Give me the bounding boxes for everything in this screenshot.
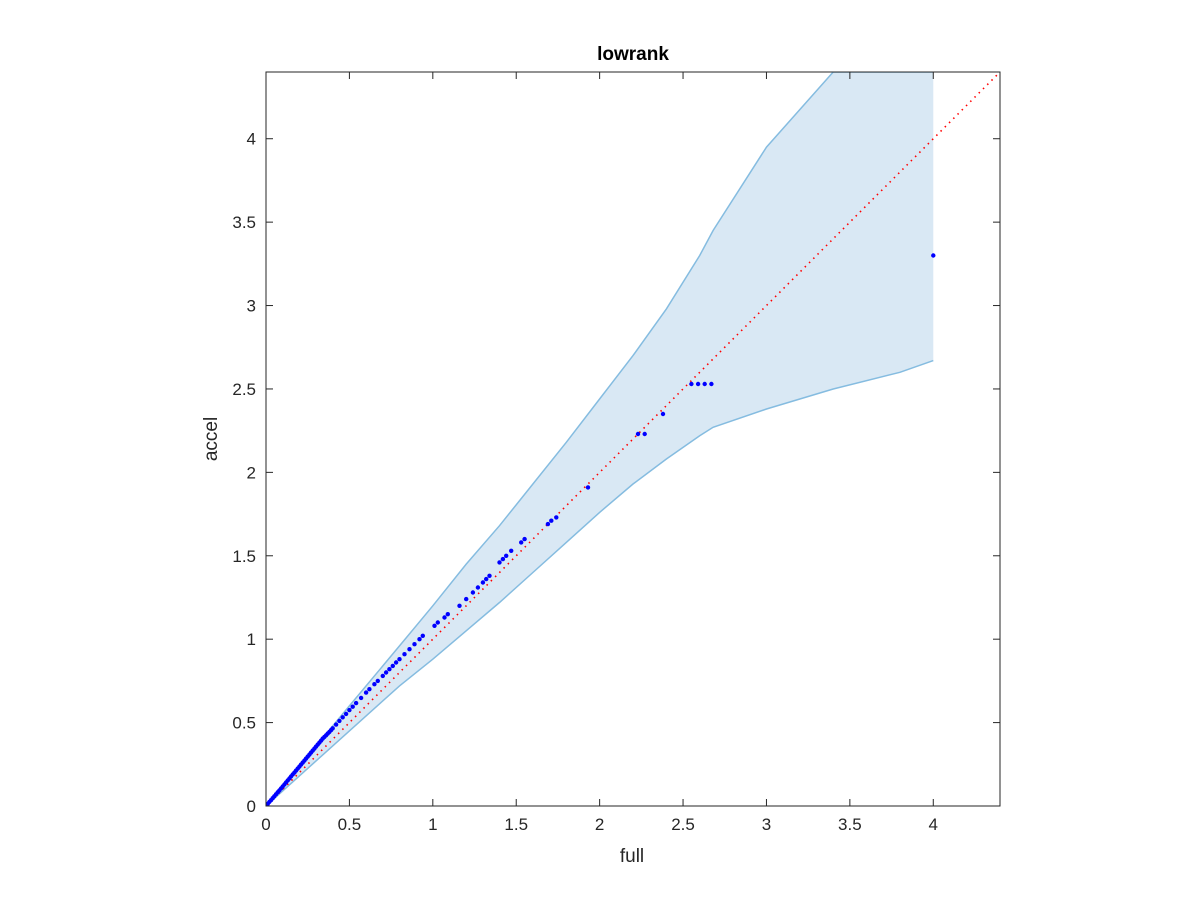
data-point [347, 707, 352, 713]
x-tick-label: 0.5 [338, 815, 362, 834]
y-tick-label: 4 [247, 130, 256, 149]
data-point [554, 515, 559, 520]
data-point [487, 573, 492, 578]
data-point [397, 657, 402, 662]
x-axis-label: full [620, 846, 644, 867]
data-point [689, 381, 694, 387]
x-axis-ticks: 0 0.5 1 1.5 2 2.5 3 3.5 4 [261, 72, 938, 834]
y-tick-label: 2.5 [232, 380, 256, 399]
data-point [660, 411, 666, 417]
y-tick-label: 3.5 [232, 213, 256, 232]
data-point [367, 687, 372, 692]
data-point [457, 603, 462, 608]
x-tick-label: 0 [261, 815, 270, 834]
data-point [387, 667, 392, 672]
data-point [375, 678, 380, 684]
y-tick-label: 0.5 [232, 714, 256, 733]
x-tick-label: 1.5 [504, 815, 528, 834]
y-tick-label: 1 [247, 630, 256, 649]
y-tick-label: 2 [247, 463, 256, 482]
data-point [695, 381, 701, 387]
data-point [635, 431, 641, 437]
data-point [442, 615, 447, 620]
data-point [702, 381, 707, 387]
data-point [445, 612, 450, 617]
data-point [333, 722, 339, 727]
data-point [480, 580, 486, 585]
data-point [390, 663, 395, 669]
data-point [350, 704, 355, 709]
band-upper-edge [266, 72, 934, 806]
y-tick-label: 3 [247, 297, 256, 316]
y-axis-label: accel [201, 417, 222, 461]
plot-area [266, 72, 1000, 806]
y-tick-label: 1.5 [232, 547, 256, 566]
data-point [358, 695, 364, 701]
x-tick-label: 3 [762, 815, 771, 834]
data-point [383, 670, 389, 675]
data-point [372, 682, 377, 687]
x-tick-label: 1 [428, 815, 437, 834]
x-tick-label: 3.5 [838, 815, 862, 834]
data-point [393, 660, 399, 665]
data-point [470, 590, 476, 595]
data-point [380, 673, 385, 679]
data-point [549, 518, 554, 523]
data-point [330, 726, 335, 731]
data-point [435, 620, 440, 625]
data-point [475, 585, 481, 590]
data-points [266, 253, 936, 806]
data-point [500, 556, 506, 562]
data-point [337, 718, 342, 724]
data-point [931, 253, 936, 258]
data-point [340, 715, 345, 720]
data-point [412, 642, 417, 647]
data-point [464, 596, 469, 602]
data-point [402, 652, 407, 657]
axes-box [265, 71, 1001, 807]
confidence-band [266, 72, 934, 806]
data-point [504, 553, 509, 558]
y-tick-label: 0 [247, 797, 256, 816]
data-point [343, 711, 349, 717]
data-point [497, 560, 502, 565]
identity-reference-line [266, 72, 1000, 806]
y-axis-ticks: 0 0.5 1 1.5 2 2.5 3 3.5 4 [232, 130, 1000, 816]
data-point [545, 521, 551, 527]
data-point [519, 540, 524, 545]
band-lower-edge [266, 359, 934, 806]
data-point [585, 485, 591, 490]
data-point [407, 647, 412, 652]
data-point [353, 700, 359, 706]
data-point [642, 431, 647, 437]
x-tick-label: 2 [595, 815, 604, 834]
data-point [432, 623, 437, 628]
x-tick-label: 4 [929, 815, 938, 834]
data-point [484, 576, 489, 582]
chart-title: lowrank [597, 44, 669, 65]
data-point [420, 633, 425, 638]
x-tick-label: 2.5 [671, 815, 695, 834]
data-point [522, 536, 527, 542]
data-point [363, 690, 369, 695]
data-point [709, 381, 714, 387]
data-point [509, 548, 514, 553]
data-point [417, 637, 422, 642]
